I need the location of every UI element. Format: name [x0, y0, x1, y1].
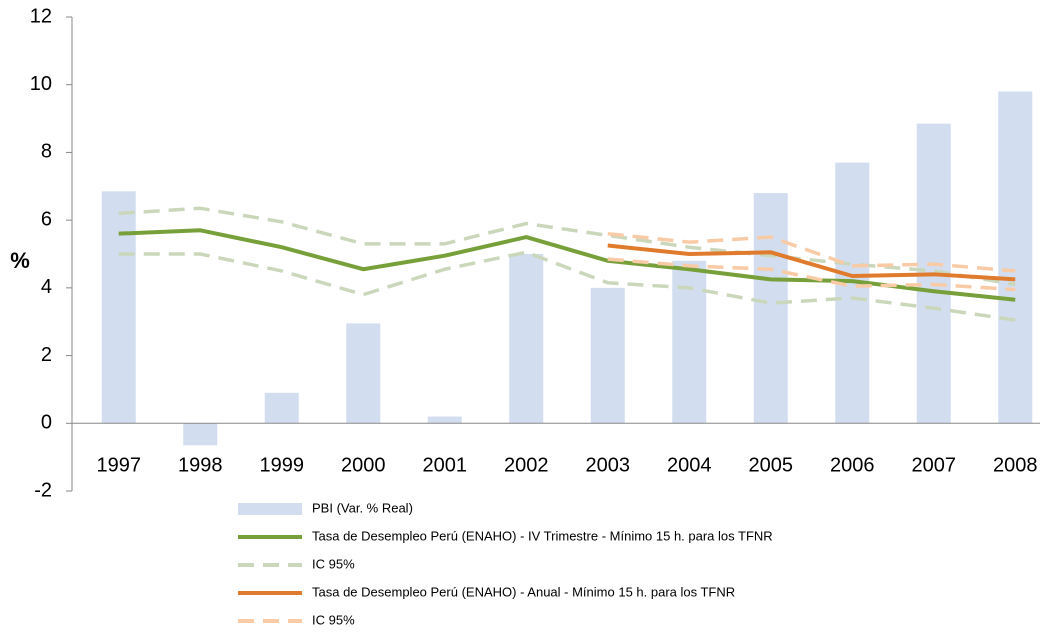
legend-label: PBI (Var. % Real) [312, 500, 413, 515]
y-tick-label: 10 [30, 73, 52, 95]
bar [101, 191, 136, 424]
x-tick-label: 2008 [993, 454, 1038, 476]
x-tick-label: 1998 [178, 454, 223, 476]
line [607, 243, 1016, 282]
y-tick-label: 8 [41, 141, 52, 163]
ci-upper [607, 231, 1016, 273]
legend-label: IC 95% [312, 612, 355, 627]
x-tick-label: 2005 [749, 454, 794, 476]
x-tick-label: 2003 [586, 454, 631, 476]
y-axis-label: % [10, 248, 30, 273]
bar [264, 392, 299, 424]
legend-label: IC 95% [312, 556, 355, 571]
bar [753, 193, 788, 424]
y-tick-label: -2 [34, 479, 52, 501]
legend-swatch [238, 503, 302, 515]
ci-lower [607, 257, 1016, 292]
x-tick-label: 2007 [912, 454, 957, 476]
y-tick-label: 6 [41, 208, 52, 230]
y-tick-label: 2 [41, 344, 52, 366]
ci-lower [118, 250, 1016, 322]
bar [998, 91, 1033, 424]
bar [183, 423, 218, 446]
y-tick-label: 4 [41, 276, 52, 298]
bar [427, 416, 462, 424]
legend-label: Tasa de Desempleo Perú (ENAHO) - IV Trim… [312, 528, 773, 543]
x-tick-label: 1999 [260, 454, 305, 476]
bar [346, 323, 381, 424]
x-tick-label: 2002 [504, 454, 549, 476]
x-tick-label: 2004 [667, 454, 712, 476]
bar [672, 260, 707, 424]
y-tick-label: 0 [41, 412, 52, 434]
bar [590, 287, 625, 424]
x-tick-label: 2001 [423, 454, 468, 476]
ci-upper [118, 206, 1016, 287]
x-tick-label: 2006 [830, 454, 875, 476]
legend-label: Tasa de Desempleo Perú (ENAHO) - Anual -… [312, 584, 735, 599]
y-tick-label: 12 [30, 5, 52, 27]
bar [835, 162, 870, 424]
bar [509, 254, 544, 424]
line [118, 228, 1016, 302]
x-tick-label: 2000 [341, 454, 386, 476]
x-tick-label: 1997 [97, 454, 142, 476]
